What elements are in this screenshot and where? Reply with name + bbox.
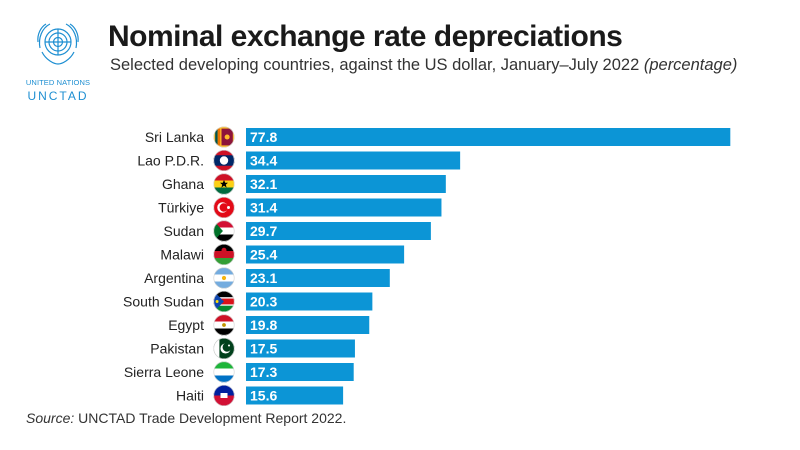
category-label: Egypt	[168, 317, 204, 333]
unctad-logo: UNITED NATIONS UNCTAD	[22, 18, 94, 114]
category-label: Malawi	[160, 247, 204, 263]
category-label: Türkiye	[158, 200, 204, 216]
category-label: Argentina	[144, 270, 204, 286]
org-line: UNITED NATIONS	[25, 78, 91, 87]
sri-lanka-flag-icon	[213, 126, 235, 148]
lao-flag-icon	[213, 150, 235, 171]
value-label: 17.3	[250, 364, 277, 380]
haiti-flag-icon	[213, 385, 235, 406]
bar	[246, 151, 461, 170]
source-text: UNCTAD Trade Development Report 2022.	[74, 410, 347, 426]
bar	[246, 316, 370, 334]
bar	[246, 222, 431, 240]
egypt-flag-icon	[213, 314, 235, 336]
south-sudan-flag-icon	[213, 291, 235, 312]
org-name: UNCTAD	[27, 89, 89, 103]
source-label: Source:	[26, 410, 75, 426]
value-label: 31.4	[250, 200, 277, 216]
value-label: 15.6	[250, 388, 277, 404]
bar	[246, 128, 731, 146]
category-label: Lao P.D.R.	[137, 153, 204, 169]
category-label: Sudan	[164, 223, 204, 239]
subtitle-unit: (percentage)	[643, 56, 738, 74]
chart-subtitle: Selected developing countries, against t…	[110, 56, 737, 75]
bar	[246, 198, 442, 217]
value-label: 19.8	[250, 317, 277, 333]
value-label: 34.4	[250, 153, 277, 169]
bar	[246, 339, 355, 358]
source-note: Source: UNCTAD Trade Development Report …	[26, 410, 346, 426]
value-label: 17.5	[250, 341, 277, 357]
bar	[246, 269, 390, 287]
un-emblem-icon	[37, 23, 79, 65]
category-label: Ghana	[162, 176, 204, 192]
value-label: 25.4	[250, 247, 277, 263]
bar	[246, 292, 373, 311]
malawi-flag-icon	[213, 244, 235, 265]
chart-title: Nominal exchange rate depreciations	[108, 20, 623, 53]
ghana-flag-icon	[213, 173, 235, 195]
category-label: Sri Lanka	[145, 129, 204, 145]
category-label: South Sudan	[123, 294, 204, 310]
subtitle-main: Selected developing countries, against t…	[110, 56, 644, 74]
value-label: 32.1	[250, 176, 277, 192]
argentina-flag-icon	[213, 267, 235, 289]
pakistan-flag-icon	[213, 338, 235, 359]
bar	[246, 175, 446, 193]
bar	[246, 386, 344, 405]
value-label: 29.7	[250, 223, 277, 239]
category-label: Haiti	[176, 388, 204, 404]
value-label: 20.3	[250, 294, 277, 310]
sudan-flag-icon	[213, 220, 235, 242]
sierra-leone-flag-icon	[213, 361, 235, 383]
category-label: Pakistan	[150, 341, 204, 357]
turkiye-flag-icon	[213, 197, 235, 218]
value-label: 23.1	[250, 270, 277, 286]
category-label: Sierra Leone	[124, 364, 204, 380]
bar	[246, 245, 405, 264]
bar	[246, 363, 354, 381]
value-label: 77.8	[250, 129, 277, 145]
